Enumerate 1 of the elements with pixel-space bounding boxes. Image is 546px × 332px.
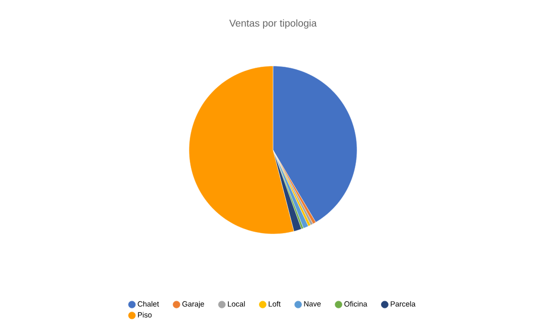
chart-title: Ventas por tipologia: [229, 19, 317, 29]
